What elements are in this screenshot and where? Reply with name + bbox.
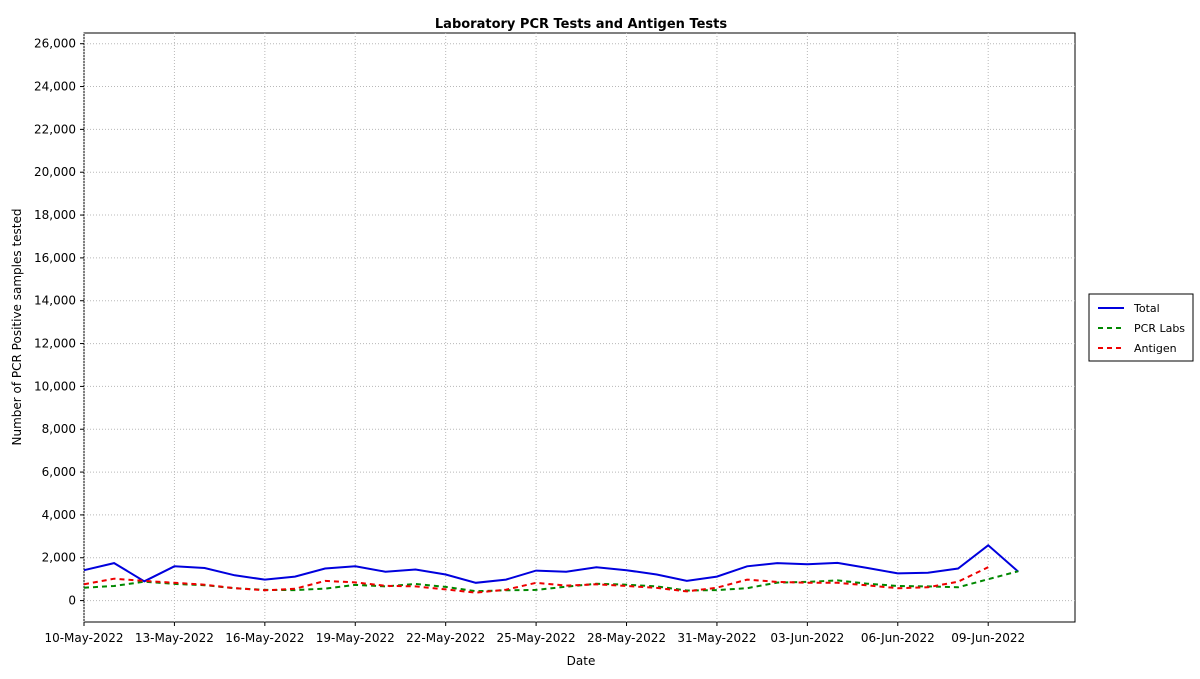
x-axis-label: Date: [567, 654, 596, 668]
y-tick-label: 18,000: [34, 208, 76, 222]
series-lines: [83, 544, 1019, 594]
x-tick-label: 13-May-2022: [135, 631, 214, 645]
y-tick-label: 14,000: [34, 294, 76, 308]
y-tick-label: 10,000: [34, 379, 76, 393]
legend-label: PCR Labs: [1134, 322, 1185, 335]
y-tick-label: 16,000: [34, 251, 76, 265]
y-tick-label: 20,000: [34, 165, 76, 179]
y-tick-label: 24,000: [34, 80, 76, 94]
y-tick-label: 2,000: [42, 551, 76, 565]
y-tick-label: 0: [68, 594, 76, 608]
x-tick-label: 28-May-2022: [587, 631, 666, 645]
x-axis-ticks: 10-May-2022 13-May-2022 16-May-2022 19-May-…: [44, 622, 1025, 645]
y-axis-ticks: 0 2,000 4,000 6,000 8,000 10,000 12,000 14,000 1…: [34, 37, 84, 608]
legend: Total PCR Labs Antigen: [1088, 293, 1194, 362]
x-tick-label: 10-May-2022: [44, 631, 123, 645]
y-tick-label: 4,000: [42, 508, 76, 522]
series-line-antigen: [83, 566, 989, 594]
x-tick-label: 06-Jun-2022: [861, 631, 935, 645]
chart-title: Laboratory PCR Tests and Antigen Tests: [435, 17, 727, 32]
y-tick-label: 8,000: [42, 422, 76, 436]
x-tick-label: 22-May-2022: [406, 631, 485, 645]
y-axis-label: Number of PCR Positive samples tested: [10, 209, 24, 446]
y-tick-label: 26,000: [34, 37, 76, 51]
plot-area: [83, 32, 1076, 623]
legend-label: Total: [1133, 302, 1160, 315]
legend-box: [1088, 293, 1194, 362]
x-tick-label: 03-Jun-2022: [770, 631, 844, 645]
x-tick-label: 19-May-2022: [316, 631, 395, 645]
y-tick-label: 6,000: [42, 465, 76, 479]
x-tick-label: 16-May-2022: [225, 631, 304, 645]
x-tick-label: 25-May-2022: [497, 631, 576, 645]
series-line-total: [83, 544, 1019, 584]
y-tick-label: 22,000: [34, 122, 76, 136]
y-tick-label: 12,000: [34, 337, 76, 351]
grid-lines: [83, 33, 1075, 622]
x-tick-label: 09-Jun-2022: [951, 631, 1025, 645]
x-tick-label: 31-May-2022: [677, 631, 756, 645]
legend-label: Antigen: [1134, 342, 1177, 355]
